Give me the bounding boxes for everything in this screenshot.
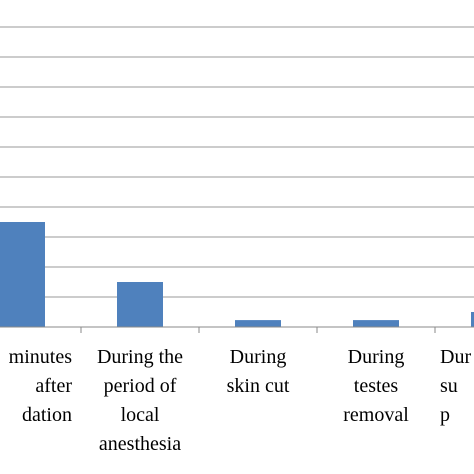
bar: [0, 222, 45, 327]
x-tick-label: During testes removal: [343, 346, 409, 426]
bar: [235, 320, 281, 327]
x-tick-label: Dur su p: [440, 346, 472, 426]
x-tick-label: During the period of local anesthesia: [96, 346, 184, 455]
x-tick-label: minutes after dation: [8, 346, 72, 426]
bar: [471, 312, 474, 327]
bar: [117, 282, 163, 327]
bar: [353, 320, 399, 327]
x-tick-label: During skin cut: [226, 346, 290, 397]
